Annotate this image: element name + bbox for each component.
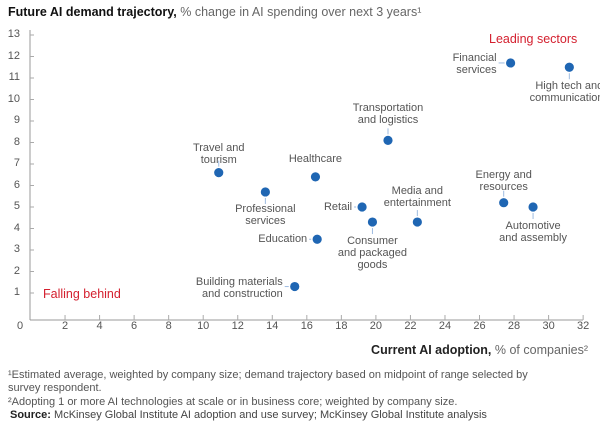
x-tick-label: 28 [507,320,521,332]
annotation-leading-sectors: Leading sectors [489,32,578,46]
y-tick-label: 5 [13,200,20,212]
point-label: High tech and communications [529,80,600,105]
y-tick-label: 12 [7,49,20,62]
y-tick-label: 3 [13,243,20,255]
chart-title-bold: Future AI demand trajectory, [8,5,177,19]
point-label: Education [258,233,308,246]
data-point [527,201,539,213]
point-label: Financial services [452,51,497,76]
y-tick-label: 13 [7,28,20,40]
point-label: Building materials and construction [195,275,283,300]
x-tick-label: 6 [131,320,138,332]
data-point [289,281,301,292]
chart-title-rest: % change in AI spending over next 3 year… [176,5,422,19]
x-tick-label: 2 [61,320,69,332]
source-text: McKinsey Global Institute AI adoption an… [50,409,487,421]
data-point [213,167,225,179]
x-tick-label: 10 [197,320,210,332]
point-label: Travel and tourism [192,141,245,166]
data-point [498,197,510,209]
x-tick-label: 4 [96,320,103,332]
y-tick-label: 11 [8,71,20,83]
x-tick-label: 8 [165,320,172,332]
x-axis-label: Current AI adoption, % of companies² [371,343,588,357]
point-label: Professional services [235,202,296,227]
point-label: Healthcare [288,152,343,165]
source-label: Source: [10,409,51,421]
x-tick-label: 20 [369,320,383,332]
footnote-2: ²Adopting 1 or more AI technologies at s… [8,396,458,408]
point-label: Retail [323,201,353,213]
x-tick-label: 22 [404,320,417,332]
y-tick-label: 8 [13,135,20,148]
point-label: Consumer and packaged goods [337,235,407,272]
x-axis-label-bold: Current AI adoption, [371,343,492,357]
x-tick-label: 16 [300,320,313,332]
y-tick-label: 2 [13,264,20,277]
point-label: Energy and resources [475,168,532,193]
y-tick-label: 4 [13,221,20,234]
y-tick-label: 9 [13,114,20,126]
footnote-1: ¹Estimated average, weighted by company … [8,369,528,394]
y-tick-label: 1 [13,286,20,298]
x-tick-label: 32 [577,320,590,332]
y-tick-label: 7 [13,157,20,169]
x-tick-label: 18 [335,320,348,332]
x-tick-label: 14 [266,320,279,332]
data-point [311,233,323,245]
source-line: Source: McKinsey Global Institute AI ado… [10,409,487,422]
point-label: Media and entertainment [383,185,451,210]
data-point [259,186,271,198]
data-point [367,216,378,228]
x-tick-label: 0 [16,320,24,332]
data-point [563,61,575,73]
data-point [411,216,423,228]
annotation-falling-behind: Falling behind [43,287,121,301]
x-tick-label: 24 [438,320,452,332]
x-axis-label-rest: % of companies² [491,343,588,357]
data-point [505,57,517,69]
x-tick-label: 30 [542,320,555,332]
point-label: Automotive and assembly [499,220,567,244]
data-point [356,201,368,213]
y-tick-label: 10 [7,92,20,105]
y-tick-label: 6 [13,178,20,191]
data-point [310,171,321,183]
chart-title: Future AI demand trajectory, % change in… [8,5,421,19]
x-tick-label: 12 [231,320,244,332]
data-point [382,134,394,146]
point-label: Transportation and logistics [352,102,424,127]
x-tick-label: 26 [473,320,486,332]
